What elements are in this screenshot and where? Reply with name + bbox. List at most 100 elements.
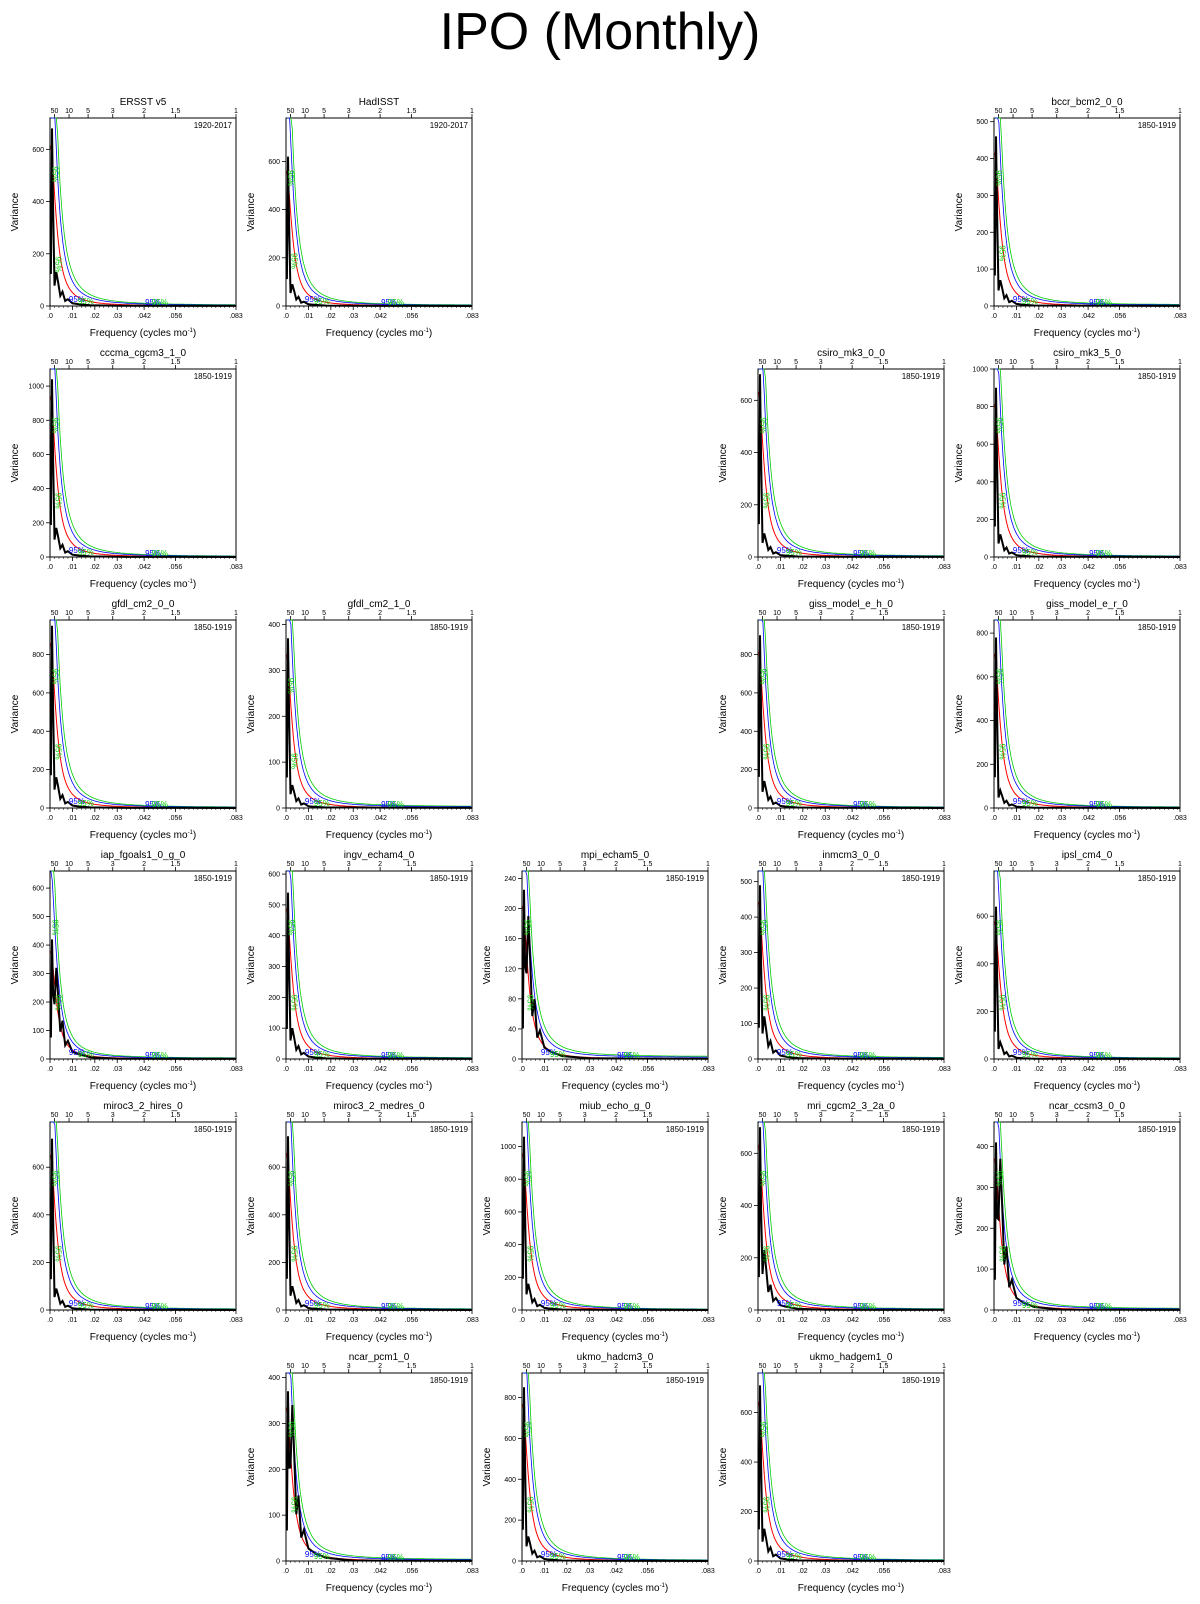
plot-frame [757, 1372, 945, 1562]
spectrum-curve [993, 1142, 1181, 1311]
sig95-curve [522, 1121, 708, 1310]
period-tick-label: 1 [234, 359, 238, 366]
plot-frame [757, 1121, 945, 1311]
plot-frame [285, 870, 473, 1060]
y-axis-label: Variance [718, 1196, 729, 1235]
sig-label: 95% [145, 298, 161, 307]
x-tick-label: .02 [562, 1568, 572, 1575]
spectrum-curve [49, 379, 237, 558]
x-tick-label: .083 [937, 1066, 951, 1073]
sig-label: 95% [1096, 549, 1112, 558]
spectrum-curve [757, 1127, 944, 1311]
spectrum-curve [993, 637, 1181, 809]
sig95-curve [994, 619, 1180, 808]
sig95-curve [758, 619, 944, 808]
period-tick-label: 3 [347, 610, 351, 617]
y-tick-label: 400 [976, 961, 988, 968]
sig-label: 95% [1089, 1051, 1105, 1060]
plot-group: iap_fgoals1_0_g_0 50 10 5 3 2 1.5 1 .0 .01 .02 .03.… [10, 850, 243, 1092]
period-tick-label: 50 [51, 108, 59, 115]
period-tick-label: 3 [347, 1363, 351, 1370]
x-tick-label: .01 [68, 815, 78, 822]
x-axis-label: Frequency (cycles mo-1) [1034, 1332, 1141, 1343]
x-axis-label: Frequency (cycles mo-1) [562, 1583, 669, 1594]
x-tick-label: .01 [776, 1317, 786, 1324]
x-axis-label: Frequency (cycles mo-1) [798, 1332, 905, 1343]
period-tick-label: 1.5 [1115, 108, 1125, 115]
sig99-curve [522, 1372, 708, 1561]
spectrum-chart: ncar_pcm1_0 50 10 5 3 2 1.5 1 .0 .01 .02 .03 .042 .05… [246, 1352, 479, 1594]
period-tick-label: 2 [378, 1363, 382, 1370]
x-tick-label: .083 [1173, 313, 1187, 320]
x-tick-label: .02 [562, 1066, 572, 1073]
period-label: 1850-1919 [902, 372, 941, 381]
spectrum-curve [521, 1387, 709, 1562]
period-tick-label: 3 [347, 108, 351, 115]
panel-title: mri_cgcm2_3_2a_0 [807, 1101, 895, 1112]
y-tick-label: 0 [748, 1559, 752, 1566]
period-tick-label: 50 [759, 1363, 767, 1370]
y-tick-label: 600 [32, 690, 44, 697]
sig99-curve [758, 368, 944, 557]
sig-label: 95% [381, 298, 397, 307]
x-tick-label: .01 [304, 1317, 314, 1324]
x-tick-label: .083 [1173, 1317, 1187, 1324]
sig-label: 95% [525, 1497, 534, 1513]
period-label: 1850-1919 [666, 1376, 705, 1385]
period-tick-label: 10 [537, 1112, 545, 1119]
y-tick-label: 400 [740, 1203, 752, 1210]
plot-group: csiro_mk3_5_0 50 10 5 3 2 1.5 1 .0 .01 .02 .03 .042.… [954, 348, 1187, 590]
x-axis-label: Frequency (cycles mo-1) [90, 830, 197, 841]
period-tick-label: 1 [706, 1363, 710, 1370]
period-tick-label: 2 [850, 1363, 854, 1370]
x-tick-label: .042 [1081, 564, 1095, 571]
x-tick-label: .042 [373, 1066, 387, 1073]
period-tick-label: 10 [301, 108, 309, 115]
plot-group: ipsl_cm4_0 50 10 5 3 2 1.5 1 .0 .01 .02 .03 .042 .056… [954, 850, 1187, 1092]
spectrum-chart: giss_model_e_r_0 50 10 5 3 2 1.5 1 .0 .01 .02 .03 .0… [954, 599, 1187, 841]
period-tick-label: 50 [287, 108, 295, 115]
x-tick-label: .042 [609, 1568, 623, 1575]
plot-frame [285, 117, 473, 307]
plot-group: bccr_bcm2_0_0 50 10 5 3 2 1.5 1 .0 .01 .02 .03 .042.… [954, 97, 1187, 339]
plot-frame [521, 870, 709, 1060]
y-tick-label: 600 [268, 1165, 280, 1172]
period-tick-label: 5 [86, 1112, 90, 1119]
sig-label: 95% [381, 1302, 397, 1311]
x-tick-label: .083 [701, 1317, 715, 1324]
x-tick-label: .03 [348, 1317, 358, 1324]
spectrum-chart: gfdl_cm2_1_0 50 10 5 3 2 1.5 1 .0 .01 .02 .03 .042 .0… [246, 599, 479, 841]
plot-group: cccma_cgcm3_1_0 50 10 5 3 2 1.5 1 .0 .01 .02 .03 .04… [10, 348, 243, 590]
x-axis-label-end: ) [429, 830, 432, 841]
sig99-curve [522, 1121, 708, 1310]
period-tick-label: 50 [523, 861, 531, 868]
x-axis-label: Frequency (cycles mo-1) [90, 1332, 197, 1343]
period-tick-label: 5 [1030, 861, 1034, 868]
x-tick-label: .02 [1034, 815, 1044, 822]
sig-label: 95% [994, 919, 1003, 935]
y-tick-label: 800 [504, 1395, 516, 1402]
x-tick-label: .042 [137, 1066, 151, 1073]
sig99-curve [286, 1372, 472, 1560]
red-noise-curve [994, 653, 1180, 809]
period-tick-label: 1 [470, 1112, 474, 1119]
period-tick-label: 10 [1009, 610, 1017, 617]
x-axis-label-end: ) [193, 1332, 196, 1343]
x-tick-label: .042 [845, 1317, 859, 1324]
x-axis-label-sup: -1 [424, 830, 430, 836]
x-axis-label-end: ) [193, 1081, 196, 1092]
period-tick-label: 10 [65, 861, 73, 868]
sig-label: 95% [314, 1050, 330, 1059]
x-tick-label: .056 [1113, 564, 1127, 571]
x-tick-label: .03 [1056, 1317, 1066, 1324]
y-tick-label: 200 [268, 714, 280, 721]
period-tick-label: 1.5 [407, 610, 417, 617]
sig95-curve [286, 870, 472, 1059]
plot-group: mpi_echam5_0 50 10 5 3 2 1.5 1 .0 .01 .02 .03 .042 .0… [482, 850, 715, 1092]
x-tick-label: .056 [877, 1568, 891, 1575]
period-label: 1850-1919 [1138, 623, 1177, 632]
panel-title: gfdl_cm2_1_0 [348, 599, 411, 610]
spectrum-chart: miub_echo_g_0 50 10 5 3 2 1.5 1 .0 .01 .02 .03 .042.… [482, 1101, 715, 1343]
spectrum-curve [49, 1138, 237, 1311]
period-tick-label: 3 [1055, 359, 1059, 366]
